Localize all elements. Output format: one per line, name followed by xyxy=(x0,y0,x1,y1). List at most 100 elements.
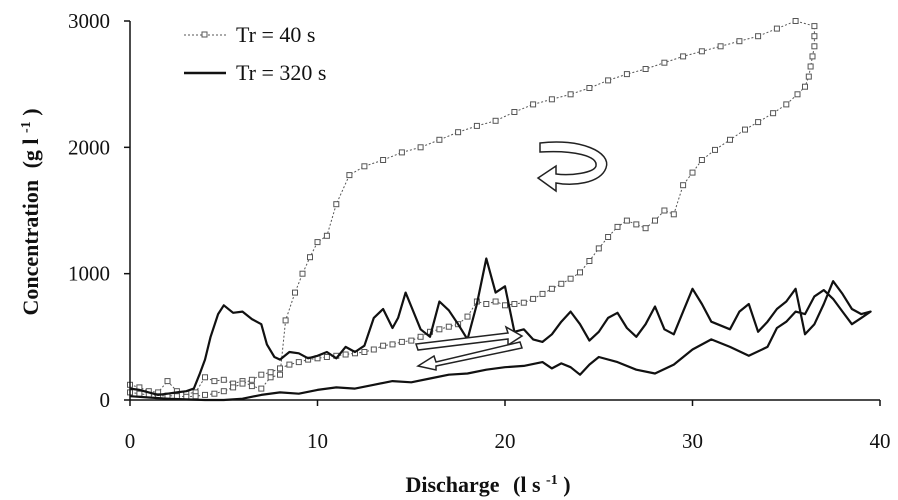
data-point-tr-40-s xyxy=(680,53,687,60)
data-point-tr-40-s xyxy=(717,43,724,50)
x-axis-title: Discharge (l s -1 ) xyxy=(405,464,570,497)
data-point-tr-40-s xyxy=(314,239,321,246)
data-point-tr-40-s xyxy=(811,43,818,50)
data-point-tr-40-s xyxy=(807,63,814,70)
data-point-tr-40-s xyxy=(792,18,799,24)
x-tick-label: 0 xyxy=(125,429,136,453)
data-point-tr-40-s xyxy=(698,157,705,163)
data-point-tr-40-s xyxy=(464,313,471,320)
data-point-tr-40-s xyxy=(483,301,490,307)
axis-ticks: 0 10 20 30 40 0 1000 2000 3000 xyxy=(68,9,891,453)
data-point-tr-40-s xyxy=(614,223,621,230)
data-point-tr-40-s xyxy=(408,337,415,344)
data-point-tr-40-s xyxy=(267,369,274,376)
data-point-tr-40-s xyxy=(398,338,405,345)
data-point-tr-40-s xyxy=(633,221,640,228)
data-point-tr-40-s xyxy=(802,83,808,90)
y-axis-title: Concentration (g l -1 ) xyxy=(10,108,43,315)
data-point-tr-40-s xyxy=(220,376,227,383)
data-point-tr-40-s xyxy=(436,136,443,143)
data-point-tr-40-s xyxy=(511,301,518,307)
data-point-tr-40-s xyxy=(530,101,537,108)
data-point-tr-40-s xyxy=(770,110,777,117)
y-axis-title-unit-close: ) xyxy=(18,108,43,115)
data-point-tr-40-s xyxy=(295,359,302,366)
data-point-tr-40-s xyxy=(389,341,396,348)
y-tick-label: 0 xyxy=(100,388,111,412)
data-point-tr-40-s xyxy=(548,285,555,292)
data-point-tr-40-s xyxy=(292,289,298,296)
data-point-tr-40-s xyxy=(661,59,668,66)
data-point-tr-40-s xyxy=(346,172,353,179)
data-point-tr-40-s xyxy=(248,376,255,383)
data-point-tr-40-s xyxy=(742,126,748,133)
data-point-tr-40-s xyxy=(567,91,574,98)
x-axis-title-unit-sup: -1 xyxy=(546,473,558,488)
data-point-tr-40-s xyxy=(230,384,237,391)
data-point-tr-40-s xyxy=(605,234,612,240)
data-point-tr-40-s xyxy=(192,393,199,400)
data-point-tr-40-s xyxy=(398,149,405,156)
data-point-tr-40-s xyxy=(548,96,555,103)
data-point-tr-40-s xyxy=(299,270,306,277)
data-point-tr-40-s xyxy=(530,295,537,302)
data-point-tr-40-s xyxy=(652,217,658,224)
legend: Tr = 40 s Tr = 320 s xyxy=(184,22,326,85)
data-point-tr-40-s xyxy=(220,388,227,395)
clockwise-loop-arrow-icon xyxy=(536,141,608,193)
data-point-tr-40-s xyxy=(370,346,377,353)
data-point-tr-40-s xyxy=(492,298,499,305)
data-point-tr-40-s xyxy=(136,390,143,397)
legend-label-tr40: Tr = 40 s xyxy=(236,22,315,47)
data-point-tr-40-s xyxy=(539,290,546,297)
data-point-tr-40-s xyxy=(642,225,649,232)
data-point-tr-40-s xyxy=(323,354,330,360)
data-point-tr-40-s xyxy=(380,342,387,349)
data-point-tr-40-s xyxy=(811,33,818,40)
data-point-tr-40-s xyxy=(736,38,743,45)
data-point-tr-40-s xyxy=(445,323,452,330)
data-point-tr-40-s xyxy=(755,33,762,40)
data-point-tr-40-s xyxy=(436,326,443,333)
y-tick-label: 2000 xyxy=(68,135,110,159)
data-point-tr-40-s xyxy=(277,371,283,378)
data-point-tr-40-s xyxy=(417,144,424,151)
data-point-tr-40-s xyxy=(727,136,733,143)
legend-marker-tr40 xyxy=(201,31,208,38)
data-point-tr-40-s xyxy=(520,299,527,306)
data-point-tr-40-s xyxy=(417,333,424,340)
data-point-tr-40-s xyxy=(361,349,368,355)
y-tick-label: 3000 xyxy=(68,9,110,33)
data-point-tr-40-s xyxy=(773,25,780,32)
data-point-tr-40-s xyxy=(811,23,818,30)
data-point-tr-40-s xyxy=(323,232,330,239)
legend-label-tr320: Tr = 320 s xyxy=(236,60,326,85)
data-point-tr-40-s xyxy=(586,258,593,264)
data-point-tr-40-s xyxy=(577,269,583,276)
data-point-tr-40-s xyxy=(380,157,387,163)
x-axis-title-main: Discharge xyxy=(405,472,499,497)
y-axis-title-unit-sup: -1 xyxy=(19,121,34,133)
data-point-tr-40-s xyxy=(248,383,255,390)
data-point-tr-40-s xyxy=(267,374,274,381)
data-point-tr-40-s xyxy=(595,245,602,252)
data-point-tr-40-s xyxy=(661,207,668,214)
data-point-tr-40-s xyxy=(502,302,508,309)
data-point-tr-40-s xyxy=(755,119,762,126)
data-point-tr-40-s xyxy=(492,117,499,124)
data-point-tr-40-s xyxy=(712,146,718,153)
data-point-tr-40-s xyxy=(211,378,218,385)
data-point-tr-40-s xyxy=(605,77,612,84)
data-point-tr-40-s xyxy=(361,163,368,170)
data-point-tr-40-s xyxy=(258,371,265,378)
data-point-tr-40-s xyxy=(258,385,265,392)
x-tick-label: 10 xyxy=(307,429,328,453)
x-tick-label: 30 xyxy=(682,429,703,453)
data-point-tr-40-s xyxy=(333,201,340,208)
data-point-tr-40-s xyxy=(202,374,208,381)
y-tick-label: 1000 xyxy=(68,262,110,286)
data-point-tr-40-s xyxy=(286,361,293,368)
data-point-tr-40-s xyxy=(558,280,565,287)
data-point-tr-40-s xyxy=(239,380,246,387)
data-point-tr-40-s xyxy=(164,378,171,385)
